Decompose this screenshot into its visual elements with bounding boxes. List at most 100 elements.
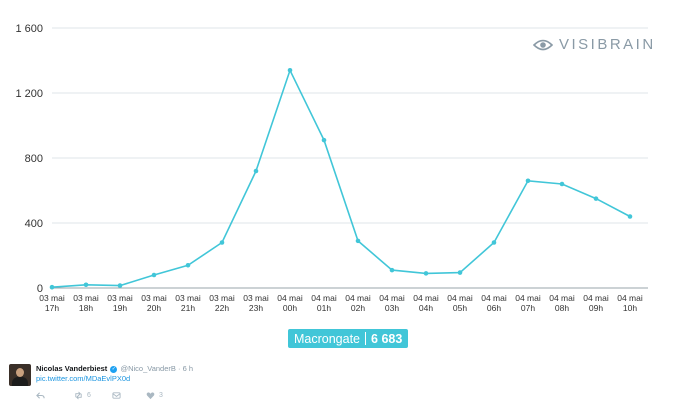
x-tick-hour: 20h: [147, 303, 161, 313]
x-tick-label: 03 mai 20h: [141, 293, 167, 313]
x-tick-hour: 17h: [45, 303, 59, 313]
y-tick-label: 1 200: [15, 88, 43, 100]
x-tick-date: 04 mai: [379, 293, 405, 303]
verified-icon: ✓: [110, 365, 118, 373]
data-point[interactable]: [491, 240, 497, 245]
x-tick-date: 04 mai: [277, 293, 303, 303]
x-tick-label: 03 mai 18h: [73, 293, 99, 313]
x-tick-date: 03 mai: [39, 293, 65, 303]
data-point[interactable]: [389, 267, 395, 273]
tweet-handle[interactable]: @Nico_VanderB: [120, 364, 176, 373]
x-tick-hour: 21h: [181, 303, 195, 313]
x-tick-date: 03 mai: [73, 293, 99, 303]
badge-separator: [365, 332, 367, 345]
x-tick-date: 03 mai: [141, 293, 167, 303]
x-tick-label: 04 mai 07h: [515, 293, 541, 313]
like-button[interactable]: 3: [146, 391, 163, 400]
data-point[interactable]: [117, 283, 123, 288]
x-tick-label: 04 mai 03h: [379, 293, 405, 313]
hashtag-badge: Macrongate 6 683: [288, 329, 409, 348]
data-point[interactable]: [287, 67, 293, 73]
x-tick-hour: 08h: [555, 303, 569, 313]
x-tick-label: 04 mai 00h: [277, 293, 303, 313]
x-tick-label: 04 mai 01h: [311, 293, 337, 313]
x-tick-date: 04 mai: [413, 293, 439, 303]
x-tick-date: 03 mai: [107, 293, 133, 303]
x-tick-date: 04 mai: [447, 293, 473, 303]
chart-card: 0 400 800 1 200 1 600 03 mai 17h 03 mai 18h 03 m…: [0, 23, 678, 357]
x-tick-label: 04 mai 08h: [549, 293, 575, 313]
x-tick-date: 04 mai: [345, 293, 371, 303]
tweet-time[interactable]: 6 h: [182, 364, 194, 373]
data-point[interactable]: [151, 272, 157, 278]
x-tick-label: 03 mai 22h: [209, 293, 235, 313]
x-tick-date: 03 mai: [209, 293, 235, 303]
data-point[interactable]: [559, 181, 565, 187]
x-tick-date: 04 mai: [311, 293, 337, 303]
hashtag-count: 6 683: [371, 331, 403, 346]
x-tick-hour: 10h: [623, 303, 637, 313]
x-tick-hour: 22h: [215, 303, 229, 313]
x-tick-date: 04 mai: [481, 293, 507, 303]
data-point[interactable]: [253, 168, 259, 174]
tweet-author[interactable]: Nicolas Vanderbiest: [36, 364, 108, 373]
retweet-count: 6: [87, 392, 91, 399]
reply-icon: [36, 392, 45, 399]
x-tick-label: 04 mai 06h: [481, 293, 507, 313]
eye-icon: [533, 39, 553, 50]
x-tick-hour: 23h: [249, 303, 263, 313]
x-tick-hour: 03h: [385, 303, 399, 313]
message-icon: [112, 392, 121, 399]
data-point[interactable]: [593, 196, 599, 201]
x-tick-hour: 09h: [589, 303, 603, 313]
data-point[interactable]: [627, 214, 633, 219]
like-count: 3: [159, 392, 163, 399]
y-tick-label: 0: [37, 283, 43, 295]
x-tick-label: 04 mai 09h: [583, 293, 609, 313]
avatar[interactable]: [9, 364, 31, 386]
x-tick-label: 03 mai 19h: [107, 293, 133, 313]
y-tick-label: 800: [25, 153, 43, 165]
x-tick-hour: 05h: [453, 303, 467, 313]
x-tick-date: 03 mai: [243, 293, 269, 303]
y-tick-label: 1 600: [15, 23, 43, 35]
data-point[interactable]: [49, 284, 55, 290]
data-point[interactable]: [321, 137, 327, 143]
data-point[interactable]: [185, 262, 191, 268]
data-point[interactable]: [219, 240, 225, 245]
tweet-actions: 6 3: [36, 391, 163, 400]
x-tick-hour: 06h: [487, 303, 501, 313]
x-tick-date: 04 mai: [583, 293, 609, 303]
x-tick-label: 03 mai 17h: [39, 293, 65, 313]
x-tick-hour: 01h: [317, 303, 331, 313]
x-tick-hour: 18h: [79, 303, 93, 313]
x-tick-label: 04 mai 05h: [447, 293, 473, 313]
message-button[interactable]: [112, 391, 146, 400]
x-tick-hour: 04h: [419, 303, 433, 313]
tweet-header: Nicolas Vanderbiest ✓ @Nico_VanderB · 6 …: [36, 364, 193, 373]
reply-button[interactable]: [36, 391, 74, 400]
y-tick-label: 400: [25, 218, 43, 230]
tweet-link[interactable]: pic.twitter.com/MDaEvlPX0d: [36, 374, 131, 383]
data-point[interactable]: [457, 270, 463, 275]
data-point[interactable]: [355, 238, 361, 244]
x-tick-label: 04 mai 04h: [413, 293, 439, 313]
data-point[interactable]: [525, 178, 531, 184]
x-tick-label: 03 mai 21h: [175, 293, 201, 313]
data-point[interactable]: [83, 282, 89, 288]
x-tick-hour: 19h: [113, 303, 127, 313]
x-tick-date: 04 mai: [515, 293, 541, 303]
x-tick-label: 03 mai 23h: [243, 293, 269, 313]
avatar-body: [12, 377, 28, 386]
retweet-button[interactable]: 6: [74, 391, 112, 400]
avatar-face: [16, 368, 24, 377]
series-line: [51, 68, 631, 288]
x-tick-label: 04 mai 02h: [345, 293, 371, 313]
tweet-dot: ·: [177, 364, 183, 373]
hashtag-label: Macrongate: [294, 331, 361, 346]
data-point[interactable]: [423, 271, 429, 276]
x-tick-label: 04 mai 10h: [617, 293, 643, 313]
brand-logo: VISIBRAIN: [533, 36, 656, 53]
heart-icon: [146, 392, 155, 400]
